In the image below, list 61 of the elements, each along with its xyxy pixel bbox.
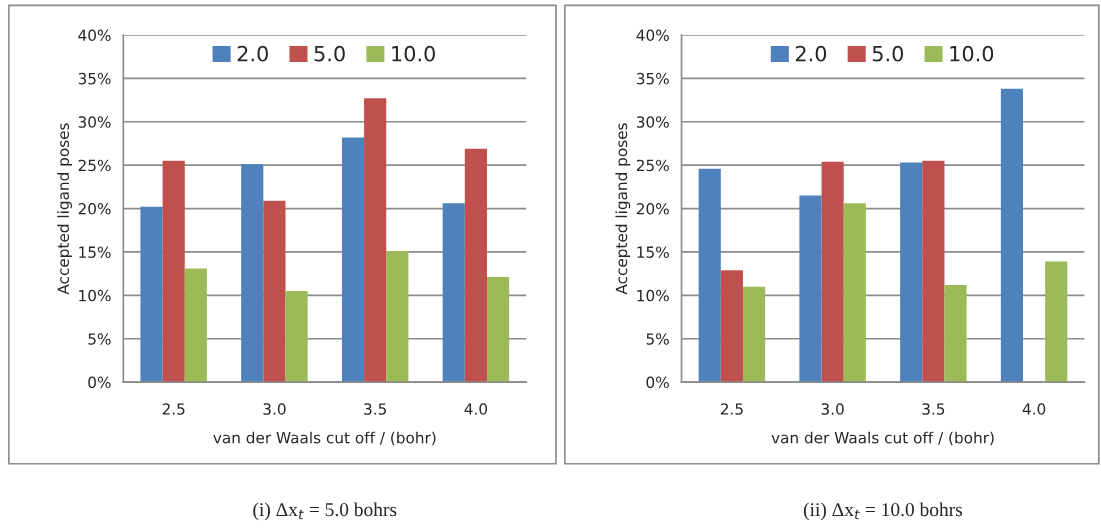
x-tick-label: 2.5: [720, 403, 743, 415]
x-axis-title: van der Waals cut off / (bohr): [213, 431, 436, 446]
legend-label: 2.0: [237, 45, 268, 62]
y-tick-label: 15%: [637, 246, 669, 258]
x-tick-label: 3.0: [263, 403, 286, 415]
x-tick-label: 4.0: [1022, 403, 1046, 415]
y-tick-label: 35%: [78, 72, 111, 85]
bar: [364, 98, 387, 383]
legend-label: 10.0: [950, 45, 994, 62]
bar: [720, 270, 743, 383]
bar: [386, 251, 409, 383]
x-tick-label: 3.0: [821, 403, 844, 415]
legend-label: 2.0: [795, 45, 827, 62]
y-tick-label: 0%: [646, 376, 669, 389]
x-tick-label: 4.0: [464, 403, 488, 415]
y-tick-label: 5%: [88, 333, 111, 345]
bar: [900, 162, 923, 383]
y-tick-label: 0%: [88, 376, 111, 389]
y-axis-title: Accepted ligand poses: [615, 123, 631, 295]
x-tick-label: 3.5: [922, 403, 945, 415]
text: (ii) Δx$_{t}$ = 10.0 bohrs: [803, 502, 963, 521]
y-tick-label: 15%: [79, 246, 111, 258]
x-tick-label: 3.5: [364, 403, 386, 415]
bar: [944, 284, 967, 383]
x-tick-label: 2.5: [162, 403, 185, 415]
y-tick-label: 30%: [78, 116, 111, 128]
legend-label: 5.0: [872, 45, 904, 62]
y-tick-label: 40%: [78, 29, 111, 41]
text: (i) Δx$_{t}$ = 5.0 bohrs: [253, 502, 397, 521]
bar: [442, 203, 465, 383]
y-tick-label: 25%: [78, 159, 111, 172]
bar: [285, 291, 308, 383]
y-tick-label: 10%: [637, 289, 669, 302]
y-tick-label: 20%: [78, 203, 111, 215]
y-tick-label: 5%: [646, 333, 669, 345]
bar: [1000, 88, 1024, 383]
bar: [742, 286, 766, 383]
bar: [799, 195, 822, 383]
bar: [140, 206, 163, 383]
bar: [341, 137, 365, 383]
y-axis-title: Accepted ligand poses: [57, 123, 72, 295]
y-tick-label: 10%: [79, 289, 111, 302]
bar: [922, 160, 945, 383]
bar: [162, 160, 185, 383]
y-tick-label: 40%: [636, 29, 669, 41]
bar: [821, 161, 844, 383]
bar: [1045, 261, 1068, 383]
legend-label: 5.0: [314, 45, 345, 62]
bar: [486, 277, 510, 383]
bar: [843, 203, 866, 383]
y-tick-label: 35%: [636, 72, 669, 85]
bar: [184, 268, 207, 383]
bar: [698, 168, 721, 383]
legend-label: 10.0: [392, 45, 435, 62]
y-tick-label: 20%: [636, 203, 669, 215]
bar: [464, 148, 487, 383]
x-axis-title: van der Waals cut off / (bohr): [771, 431, 994, 446]
y-tick-label: 30%: [636, 116, 669, 128]
bar: [263, 200, 286, 383]
bar: [241, 164, 264, 383]
y-tick-label: 25%: [636, 159, 669, 172]
